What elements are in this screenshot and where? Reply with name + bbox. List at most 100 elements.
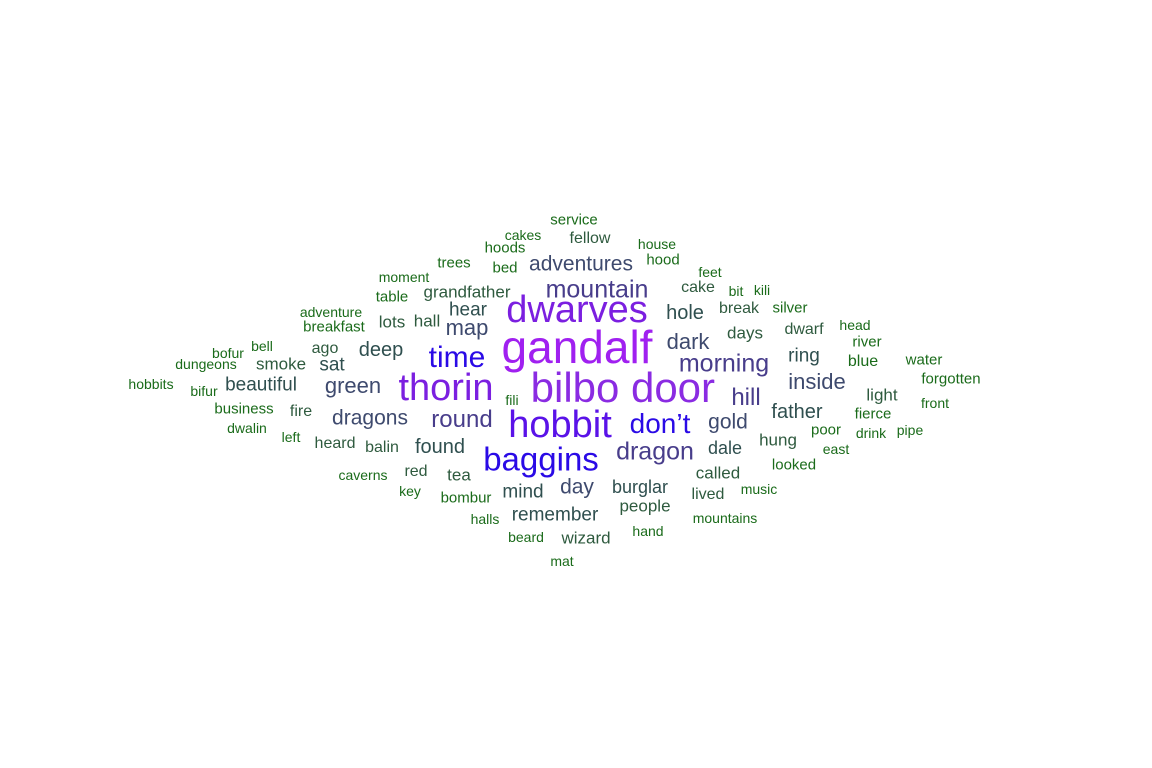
- word-halls: halls: [470, 511, 500, 527]
- word-red: red: [404, 463, 428, 480]
- word-hung: hung: [759, 430, 797, 450]
- word-heard: heard: [314, 435, 356, 452]
- word-mind: mind: [502, 481, 544, 503]
- word-hoods: hoods: [484, 239, 526, 257]
- word-hobbit: hobbit: [508, 404, 612, 446]
- word-break: break: [718, 300, 760, 317]
- word-hobbits: hobbits: [128, 376, 174, 392]
- word-round: round: [431, 406, 493, 433]
- word-fire: fire: [289, 403, 313, 420]
- word-moment: moment: [378, 269, 430, 285]
- word-hand: hand: [632, 523, 664, 539]
- word-service: service: [550, 211, 598, 229]
- word-blue: blue: [847, 353, 879, 370]
- word-dragons: dragons: [332, 406, 408, 430]
- word-bit: bit: [728, 283, 744, 299]
- word-caverns: caverns: [338, 467, 388, 483]
- word-dwalin: dwalin: [227, 420, 267, 436]
- word-called: called: [695, 463, 741, 483]
- word-fellow: fellow: [569, 230, 611, 247]
- word-looked: looked: [771, 456, 817, 474]
- word-days: days: [727, 323, 763, 343]
- word-adventure: adventure: [299, 304, 363, 320]
- word-cake: cake: [681, 279, 715, 296]
- word-front: front: [920, 395, 950, 411]
- word-head: head: [839, 317, 871, 333]
- word-dwarves: dwarves: [506, 289, 648, 331]
- word-father: father: [771, 401, 823, 423]
- word-fili: fili: [505, 392, 519, 408]
- word-poor: poor: [810, 421, 842, 439]
- word-key: key: [399, 483, 421, 499]
- word-found: found: [414, 436, 466, 458]
- word-forgotten: forgotten: [921, 370, 981, 388]
- word-feet: feet: [698, 264, 722, 280]
- word-map: map: [445, 315, 489, 340]
- word-bell: bell: [251, 338, 273, 354]
- word-remember: remember: [511, 504, 599, 526]
- word-beard: beard: [508, 529, 544, 545]
- word-hall: hall: [413, 311, 441, 331]
- word-mountains: mountains: [692, 510, 758, 526]
- word-trees: trees: [437, 254, 471, 272]
- word-grandfather: grandfather: [423, 282, 511, 302]
- word-fierce: fierce: [854, 405, 892, 423]
- word-hear: hear: [448, 299, 488, 321]
- word-balin: balin: [365, 439, 399, 456]
- word-dark: dark: [666, 329, 710, 354]
- word-bilbo: bilbo: [530, 364, 620, 411]
- word-gandalf: gandalf: [501, 321, 653, 373]
- word-ago: ago: [311, 340, 339, 357]
- word-don-t: don’t: [629, 408, 691, 439]
- word-wizard: wizard: [561, 528, 611, 548]
- word-dragon: dragon: [616, 437, 694, 466]
- word-breakfast: breakfast: [303, 318, 365, 336]
- word-hole: hole: [666, 302, 704, 324]
- word-light: light: [866, 385, 898, 405]
- word-hood: hood: [646, 251, 680, 269]
- word-time: time: [428, 341, 486, 374]
- word-music: music: [740, 481, 778, 497]
- word-bifur: bifur: [190, 383, 218, 399]
- word-door: door: [630, 364, 716, 411]
- word-river: river: [852, 333, 882, 351]
- word-sat: sat: [319, 354, 345, 376]
- word-east: east: [822, 441, 850, 457]
- word-cakes: cakes: [504, 227, 542, 243]
- word-left: left: [281, 429, 301, 445]
- word-business: business: [214, 400, 274, 418]
- word-bed: bed: [492, 259, 518, 277]
- word-green: green: [324, 373, 382, 398]
- word-ring: ring: [788, 345, 820, 367]
- word-bombur: bombur: [440, 489, 492, 507]
- word-kili: kili: [753, 282, 771, 298]
- word-house: house: [637, 236, 677, 252]
- word-lived: lived: [691, 486, 725, 503]
- word-mountain: mountain: [545, 275, 649, 304]
- word-baggins: baggins: [483, 440, 599, 478]
- word-water: water: [905, 351, 943, 369]
- word-pipe: pipe: [896, 422, 924, 438]
- word-tea: tea: [447, 465, 471, 485]
- word-morning: morning: [678, 349, 770, 378]
- word-smoke: smoke: [255, 354, 307, 374]
- word-gold: gold: [708, 410, 748, 434]
- word-day: day: [560, 475, 594, 499]
- word-hill: hill: [731, 384, 761, 411]
- word-inside: inside: [788, 369, 846, 394]
- word-dale: dale: [707, 438, 743, 458]
- word-silver: silver: [772, 299, 808, 317]
- word-dwarf: dwarf: [784, 321, 824, 338]
- word-beautiful: beautiful: [225, 374, 297, 396]
- word-adventures: adventures: [529, 252, 633, 276]
- word-lots: lots: [378, 312, 406, 332]
- word-mat: mat: [550, 553, 574, 569]
- word-bofur: bofur: [212, 345, 244, 361]
- word-dungeons: dungeons: [175, 356, 237, 372]
- word-drink: drink: [855, 425, 887, 441]
- word-deep: deep: [358, 339, 404, 361]
- word-people: people: [619, 496, 671, 516]
- word-burglar: burglar: [611, 477, 669, 497]
- word-thorin: thorin: [398, 367, 494, 409]
